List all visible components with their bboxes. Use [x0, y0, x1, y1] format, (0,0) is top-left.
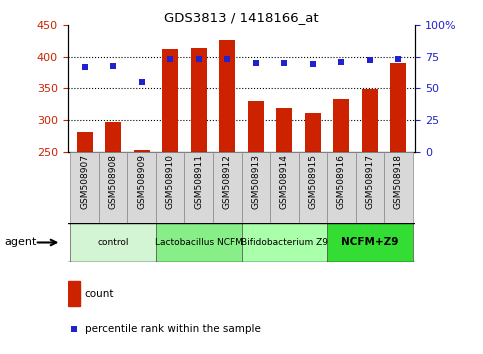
Bar	[105, 122, 121, 152]
Bar	[242, 152, 270, 223]
Point	[309, 62, 317, 67]
Text: control: control	[98, 238, 129, 247]
Text: GSM508907: GSM508907	[80, 154, 89, 209]
Text: Lactobacillus NCFM: Lactobacillus NCFM	[155, 238, 242, 247]
Text: GSM508910: GSM508910	[166, 154, 175, 209]
Bar	[99, 152, 128, 223]
Bar	[242, 223, 327, 262]
Bar	[68, 281, 80, 307]
Text: GDS3813 / 1418166_at: GDS3813 / 1418166_at	[164, 11, 319, 24]
Bar	[213, 152, 242, 223]
Bar	[71, 223, 156, 262]
Bar	[362, 88, 378, 152]
Bar	[162, 49, 178, 152]
Bar	[128, 152, 156, 223]
Bar	[305, 113, 321, 152]
Text: GSM508909: GSM508909	[137, 154, 146, 209]
Text: GSM508916: GSM508916	[337, 154, 346, 209]
Point	[395, 56, 402, 62]
Bar	[219, 40, 235, 152]
Point	[166, 56, 174, 62]
Bar	[298, 152, 327, 223]
Bar	[327, 152, 355, 223]
Bar	[156, 152, 185, 223]
Bar	[390, 63, 406, 152]
Point	[252, 60, 260, 66]
Bar	[191, 48, 207, 152]
Bar	[134, 150, 150, 152]
Bar	[270, 152, 298, 223]
Bar	[156, 223, 242, 262]
Bar	[77, 132, 93, 152]
Point	[195, 56, 202, 62]
Bar	[276, 108, 292, 152]
Point	[70, 326, 78, 331]
Point	[366, 58, 374, 63]
Text: Bifidobacterium Z9: Bifidobacterium Z9	[241, 238, 328, 247]
Text: GSM508918: GSM508918	[394, 154, 403, 209]
Text: GSM508911: GSM508911	[194, 154, 203, 209]
Bar	[355, 152, 384, 223]
Text: count: count	[85, 289, 114, 299]
Bar	[384, 152, 412, 223]
Bar	[71, 152, 99, 223]
Text: GSM508912: GSM508912	[223, 154, 232, 209]
Bar	[333, 99, 349, 152]
Text: GSM508913: GSM508913	[251, 154, 260, 209]
Point	[138, 79, 145, 85]
Bar	[327, 223, 412, 262]
Point	[109, 63, 117, 68]
Text: GSM508908: GSM508908	[109, 154, 118, 209]
Point	[338, 59, 345, 64]
Text: NCFM+Z9: NCFM+Z9	[341, 238, 398, 247]
Text: GSM508914: GSM508914	[280, 154, 289, 209]
Point	[223, 56, 231, 62]
Point	[281, 60, 288, 66]
Text: GSM508917: GSM508917	[365, 154, 374, 209]
Point	[81, 64, 88, 70]
Bar	[248, 101, 264, 152]
Text: GSM508915: GSM508915	[308, 154, 317, 209]
Text: agent: agent	[5, 238, 37, 247]
Text: percentile rank within the sample: percentile rank within the sample	[85, 324, 260, 333]
Bar	[185, 152, 213, 223]
